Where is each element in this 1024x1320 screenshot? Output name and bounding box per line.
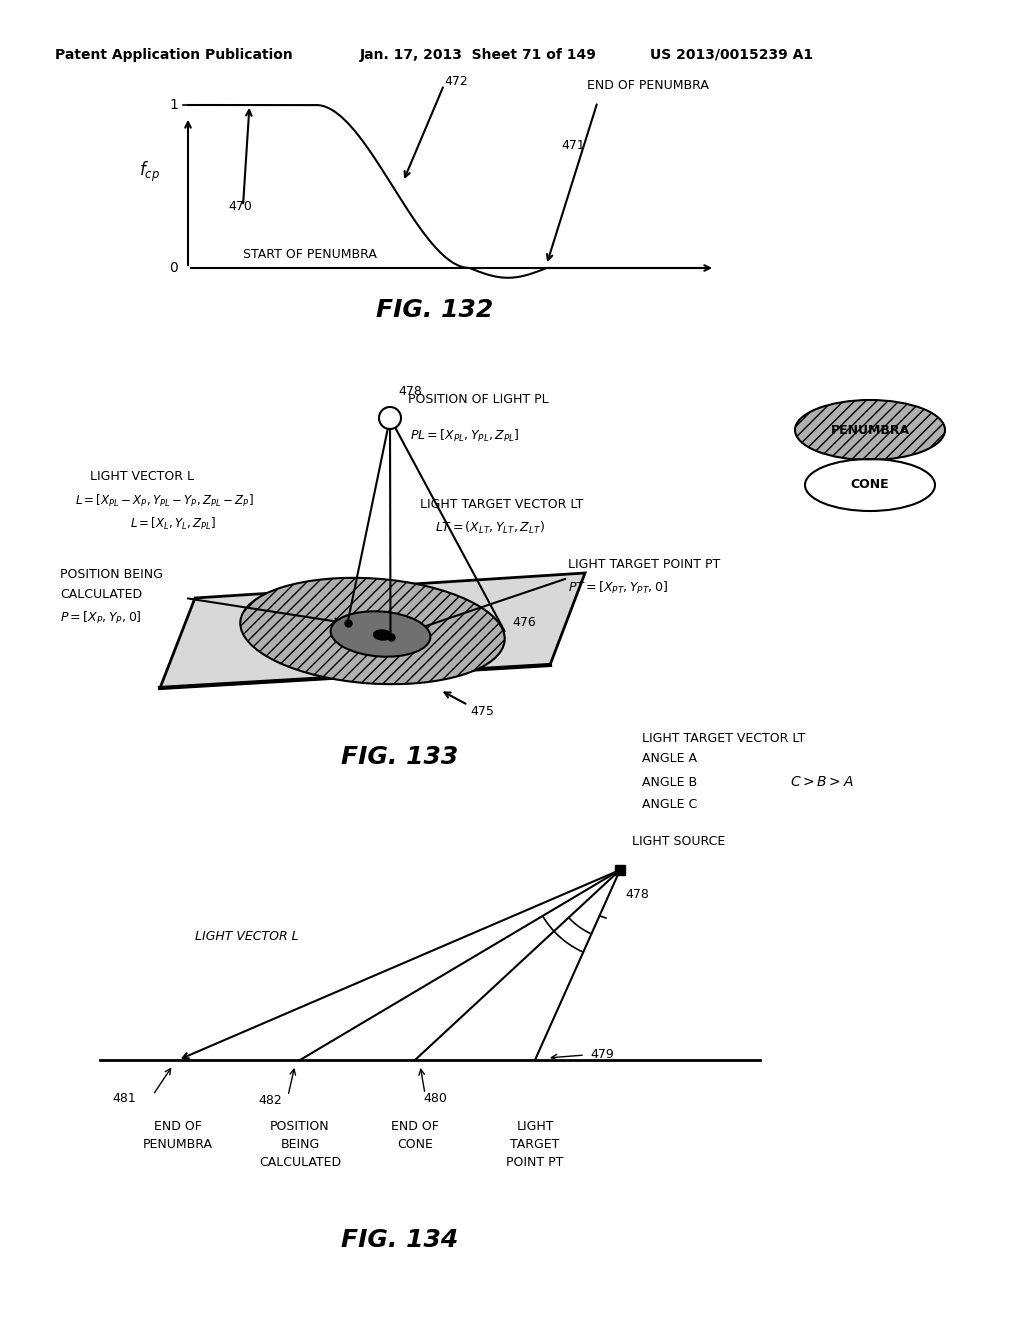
Text: 476: 476 bbox=[512, 616, 537, 630]
Text: END OF: END OF bbox=[154, 1119, 202, 1133]
Polygon shape bbox=[160, 573, 585, 688]
Text: $LT = (X_{LT}, Y_{LT}, Z_{LT})$: $LT = (X_{LT}, Y_{LT}, Z_{LT})$ bbox=[435, 520, 545, 536]
Text: US 2013/0015239 A1: US 2013/0015239 A1 bbox=[650, 48, 813, 62]
Text: 478: 478 bbox=[625, 888, 649, 902]
Ellipse shape bbox=[379, 407, 401, 429]
Text: LIGHT VECTOR L: LIGHT VECTOR L bbox=[90, 470, 194, 483]
Text: 471: 471 bbox=[562, 139, 586, 152]
Text: $C > B > A$: $C > B > A$ bbox=[790, 775, 854, 789]
Text: END OF: END OF bbox=[391, 1119, 439, 1133]
Ellipse shape bbox=[241, 578, 505, 684]
Text: POSITION BEING: POSITION BEING bbox=[60, 568, 163, 581]
Text: FIG. 132: FIG. 132 bbox=[377, 298, 494, 322]
Text: END OF PENUMBRA: END OF PENUMBRA bbox=[588, 79, 710, 92]
Text: 480: 480 bbox=[423, 1092, 446, 1105]
Text: $L = [X_L, Y_L, Z_{PL}]$: $L = [X_L, Y_L, Z_{PL}]$ bbox=[130, 516, 216, 532]
Text: ANGLE A: ANGLE A bbox=[642, 751, 697, 764]
Ellipse shape bbox=[374, 630, 391, 640]
Ellipse shape bbox=[331, 611, 430, 657]
Text: ANGLE C: ANGLE C bbox=[642, 799, 697, 812]
Text: BEING: BEING bbox=[281, 1138, 319, 1151]
Text: $L = [X_{PL} - X_P, Y_{PL} - Y_P, Z_{PL} - Z_P]$: $L = [X_{PL} - X_P, Y_{PL} - Y_P, Z_{PL}… bbox=[75, 492, 254, 510]
Text: LIGHT SOURCE: LIGHT SOURCE bbox=[632, 836, 725, 847]
Text: LIGHT TARGET VECTOR LT: LIGHT TARGET VECTOR LT bbox=[420, 498, 584, 511]
Text: 482: 482 bbox=[258, 1093, 282, 1106]
Text: TARGET: TARGET bbox=[510, 1138, 560, 1151]
Text: $P = [X_P, Y_P, 0]$: $P = [X_P, Y_P, 0]$ bbox=[60, 610, 141, 626]
Text: 472: 472 bbox=[444, 75, 468, 88]
Text: POINT PT: POINT PT bbox=[506, 1156, 563, 1170]
Text: 475: 475 bbox=[470, 705, 494, 718]
Text: $PL = [X_{PL}, Y_{PL}, Z_{PL}]$: $PL = [X_{PL}, Y_{PL}, Z_{PL}]$ bbox=[410, 428, 519, 444]
Text: 481: 481 bbox=[113, 1092, 136, 1105]
Text: LIGHT: LIGHT bbox=[516, 1119, 554, 1133]
Text: Patent Application Publication: Patent Application Publication bbox=[55, 48, 293, 62]
Text: POSITION OF LIGHT PL: POSITION OF LIGHT PL bbox=[408, 393, 549, 407]
Text: 470: 470 bbox=[228, 199, 252, 213]
Text: START OF PENUMBRA: START OF PENUMBRA bbox=[243, 248, 377, 261]
Text: ANGLE B: ANGLE B bbox=[642, 776, 697, 788]
Text: Jan. 17, 2013  Sheet 71 of 149: Jan. 17, 2013 Sheet 71 of 149 bbox=[360, 48, 597, 62]
Text: 1: 1 bbox=[169, 98, 178, 112]
Text: $PT = [X_{PT}, Y_{PT}, 0]$: $PT = [X_{PT}, Y_{PT}, 0]$ bbox=[568, 579, 668, 597]
Text: LIGHT TARGET POINT PT: LIGHT TARGET POINT PT bbox=[568, 558, 720, 572]
Text: POSITION: POSITION bbox=[270, 1119, 330, 1133]
Text: 478: 478 bbox=[398, 385, 422, 399]
Text: FIG. 133: FIG. 133 bbox=[341, 744, 459, 770]
Ellipse shape bbox=[805, 459, 935, 511]
Text: FIG. 134: FIG. 134 bbox=[341, 1228, 459, 1251]
Text: 479: 479 bbox=[590, 1048, 613, 1061]
Text: CONE: CONE bbox=[397, 1138, 433, 1151]
Ellipse shape bbox=[795, 400, 945, 459]
Text: LIGHT VECTOR L: LIGHT VECTOR L bbox=[195, 931, 299, 942]
Text: LIGHT TARGET VECTOR LT: LIGHT TARGET VECTOR LT bbox=[642, 731, 805, 744]
Text: PENUMBRA: PENUMBRA bbox=[143, 1138, 213, 1151]
Text: CALCULATED: CALCULATED bbox=[259, 1156, 341, 1170]
Text: PENUMBRA: PENUMBRA bbox=[830, 424, 909, 437]
Text: CALCULATED: CALCULATED bbox=[60, 587, 142, 601]
Text: $f_{cp}$: $f_{cp}$ bbox=[139, 160, 161, 183]
Text: CONE: CONE bbox=[851, 479, 889, 491]
Text: 0: 0 bbox=[169, 261, 178, 275]
